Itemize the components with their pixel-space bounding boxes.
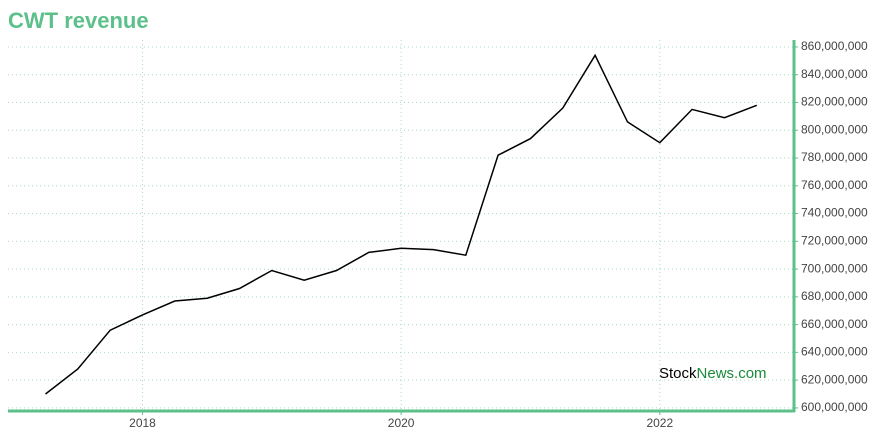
x-tick-label: 2020 <box>388 416 415 430</box>
y-tick-label: 660,000,000 <box>801 317 868 331</box>
y-tick-label: 760,000,000 <box>801 178 868 192</box>
watermark-prefix: Stock <box>659 365 697 382</box>
chart-title: CWT revenue <box>8 8 149 33</box>
y-tick-label: 600,000,000 <box>801 400 868 414</box>
watermark: StockNews.com <box>659 365 767 382</box>
y-tick-label: 840,000,000 <box>801 67 868 81</box>
y-tick-label: 680,000,000 <box>801 289 868 303</box>
x-tick-label: 2018 <box>129 416 156 430</box>
series-line <box>45 53 758 395</box>
y-tick-label: 620,000,000 <box>801 372 868 386</box>
y-tick-label: 860,000,000 <box>801 39 868 53</box>
y-tick-label: 700,000,000 <box>801 261 868 275</box>
y-tick-label: 820,000,000 <box>801 95 868 109</box>
y-tick-label: 740,000,000 <box>801 206 868 220</box>
y-tick-label: 780,000,000 <box>801 150 868 164</box>
x-tick-label: 2022 <box>646 416 673 430</box>
y-tick-label: 800,000,000 <box>801 122 868 136</box>
watermark-suffix: News.com <box>697 365 767 382</box>
y-tick-label: 640,000,000 <box>801 345 868 359</box>
y-tick-label: 720,000,000 <box>801 233 868 247</box>
